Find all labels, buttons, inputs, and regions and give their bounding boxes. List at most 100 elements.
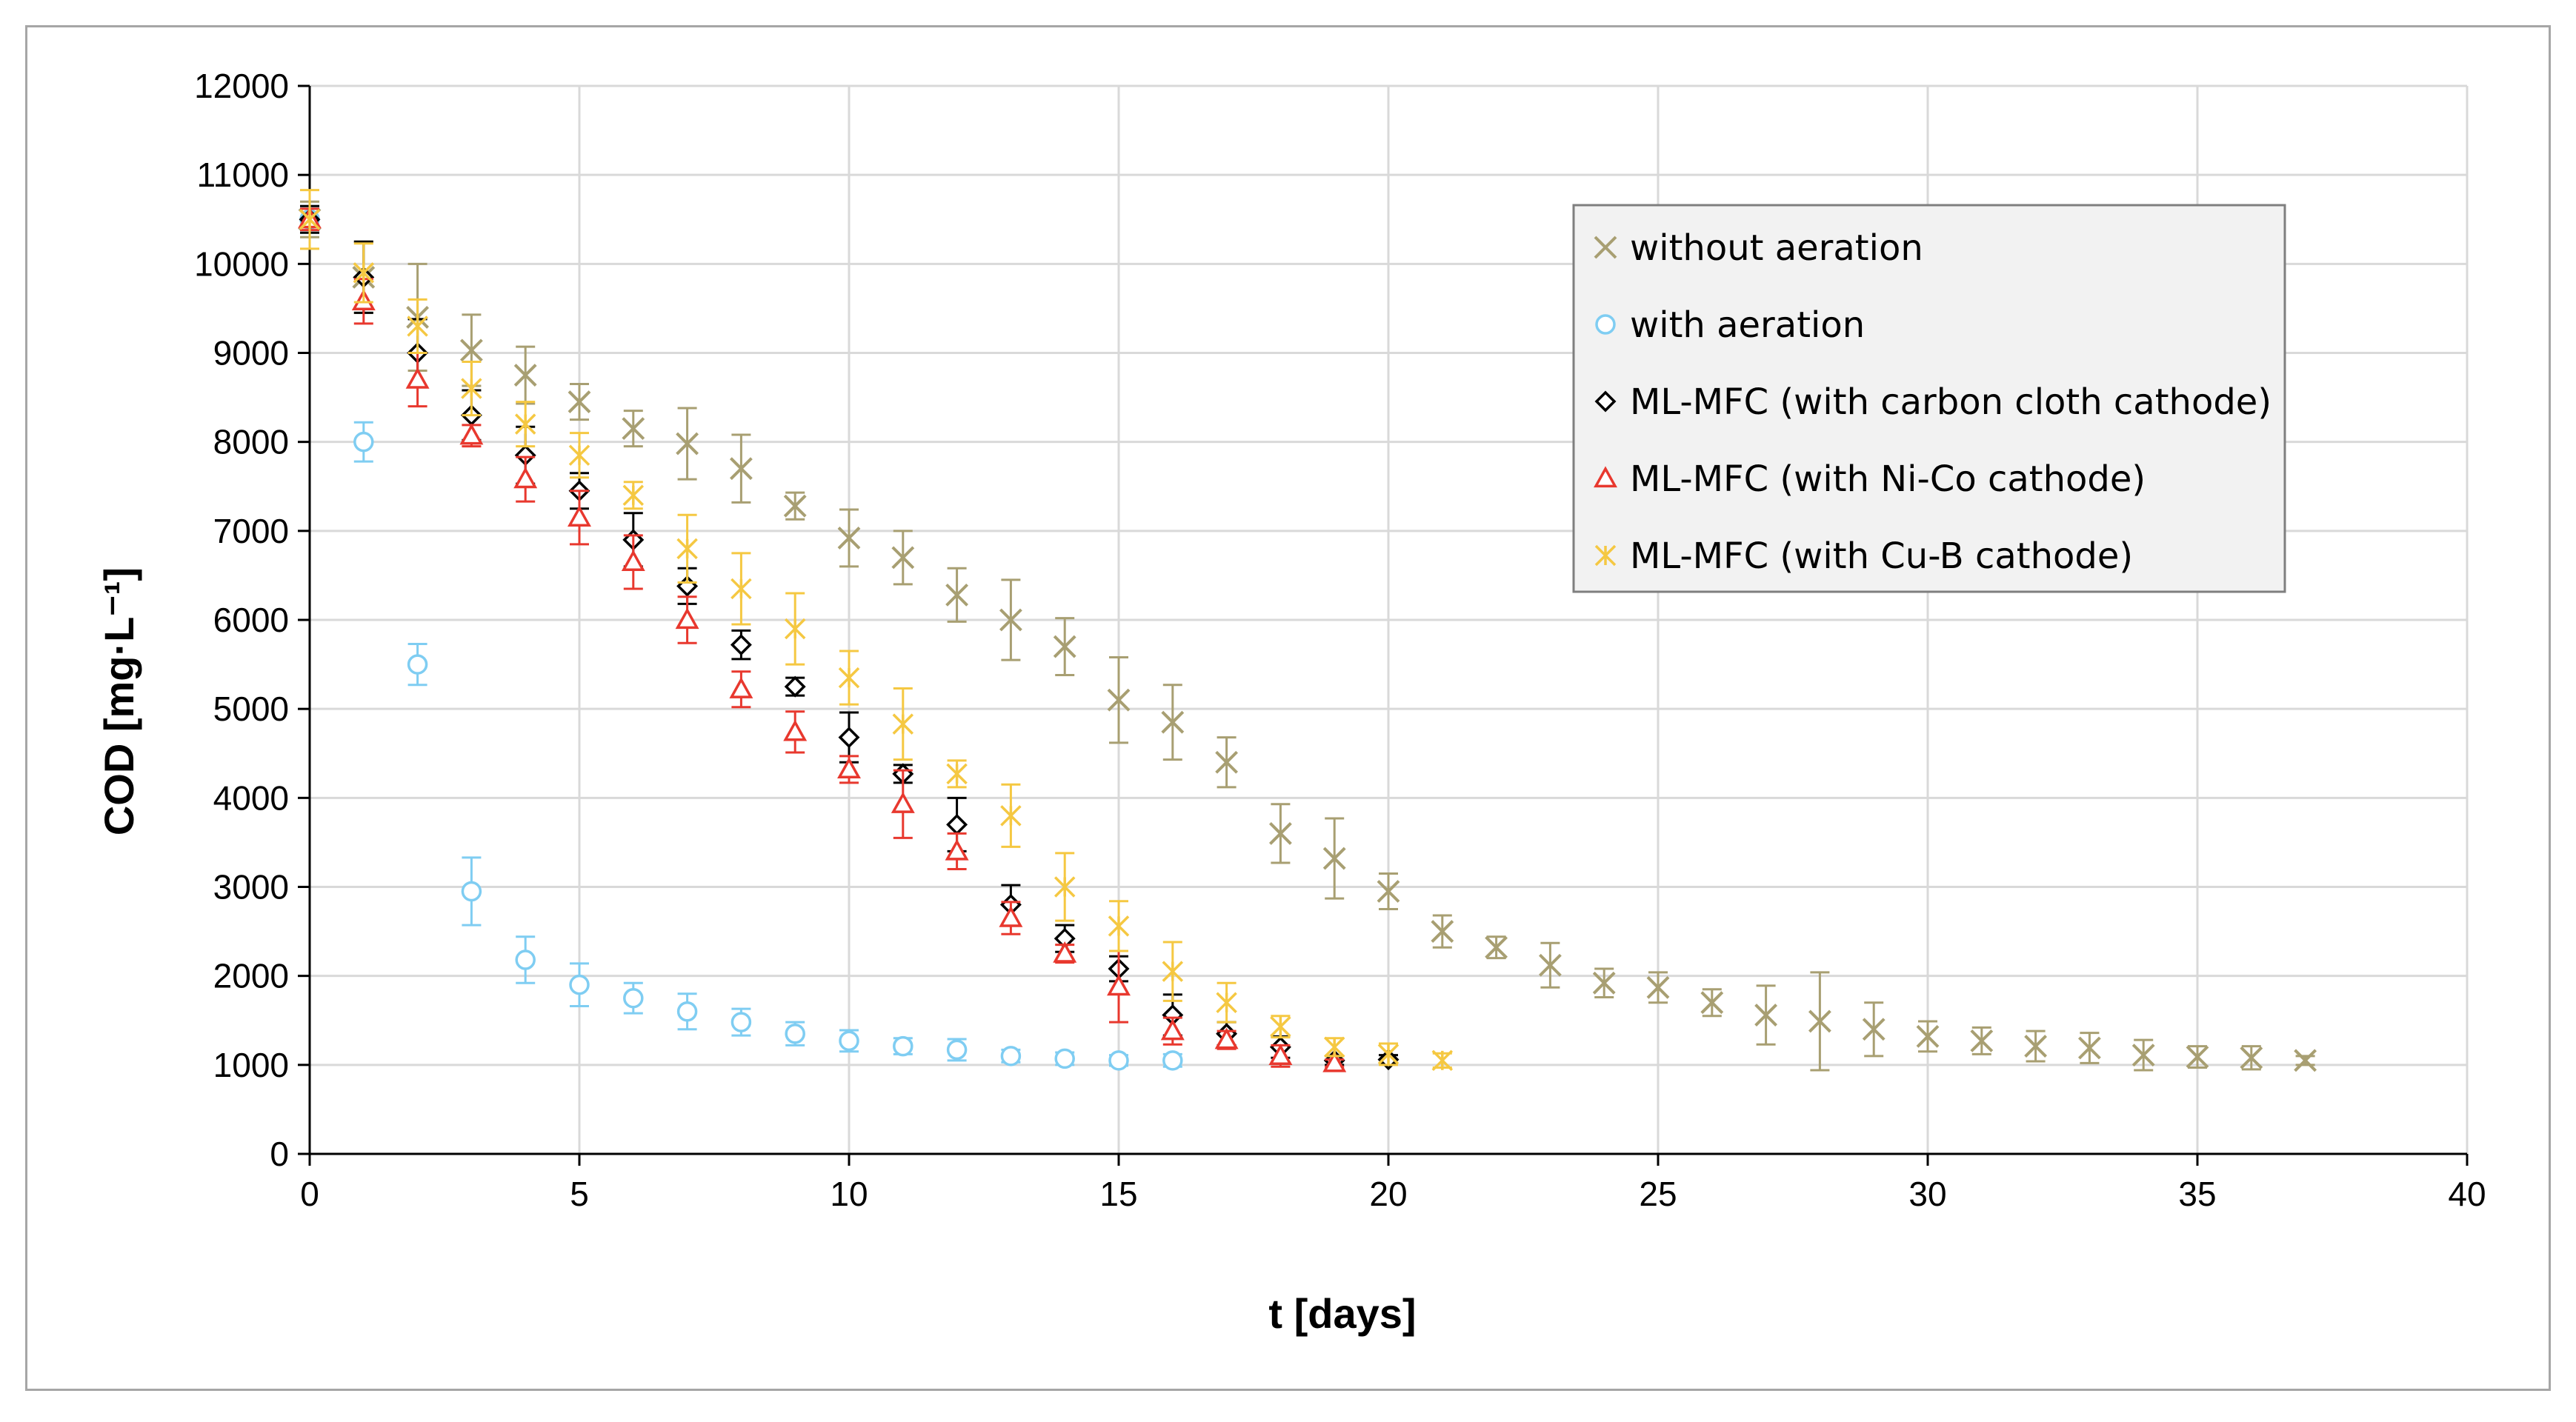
data-point [893, 1035, 913, 1057]
data-point [946, 1039, 968, 1061]
data-point [946, 763, 968, 785]
legend: without aeration with aeration ML-MFC (wit… [1572, 204, 2286, 593]
data-point [784, 618, 806, 640]
data-point [1322, 847, 1346, 870]
x-tick-label: 10 [830, 1175, 868, 1213]
data-point [2186, 1045, 2209, 1069]
data-point [568, 444, 590, 466]
data-point [1646, 975, 1670, 999]
data-point [515, 949, 536, 970]
data-point [729, 677, 753, 698]
data-point [1162, 961, 1184, 982]
y-tick-label: 0 [270, 1135, 289, 1173]
data-point [2077, 1036, 2101, 1060]
data-point [1431, 1049, 1454, 1072]
data-point [1108, 915, 1130, 937]
data-point [1431, 920, 1454, 943]
data-point [2024, 1035, 2048, 1058]
data-point [892, 713, 914, 735]
data-point [622, 417, 645, 441]
data-point [838, 727, 860, 749]
data-point [1162, 1050, 1183, 1071]
data-point [1160, 1018, 1185, 1041]
x-axis-title: t [days] [1268, 1290, 1416, 1337]
x-tick-label: 0 [300, 1175, 319, 1213]
cod-chart: 0100020003000400050006000700080009000100… [96, 67, 2486, 1337]
data-point [621, 550, 645, 572]
data-point [783, 494, 807, 518]
data-point [1108, 1050, 1129, 1071]
x-tick-label: 35 [2178, 1175, 2216, 1213]
data-point [2131, 1044, 2155, 1067]
chart-frame: 0 1000 2000 3000 4000 5000 6000 7000 8000 9000 100… [25, 25, 2551, 1391]
x-tick-label: 5 [570, 1175, 589, 1213]
x-tick-label: 30 [1908, 1175, 1946, 1213]
data-point [1054, 1048, 1075, 1069]
data-point [353, 262, 375, 284]
data-point [999, 608, 1022, 632]
data-point [837, 527, 861, 550]
data-point [461, 378, 482, 399]
data-point [514, 413, 536, 435]
data-point [1053, 941, 1077, 963]
data-point [1592, 971, 1616, 995]
y-tick-label: 6000 [213, 601, 289, 639]
data-point [1377, 1044, 1400, 1065]
data-point [1538, 953, 1562, 977]
y-axis-title: COD [mg·L⁻¹] [96, 567, 142, 835]
data-point [1268, 1044, 1293, 1065]
data-point [407, 654, 428, 675]
data-point [459, 423, 484, 445]
data-point [891, 546, 915, 570]
data-point [299, 209, 321, 230]
data-point [1054, 876, 1076, 898]
legend-marker [1594, 544, 1617, 567]
data-point [1322, 1050, 1347, 1072]
data-point [730, 578, 752, 600]
x-tick-label: 25 [1639, 1175, 1677, 1213]
data-point [676, 538, 698, 560]
y-tick-label: 11000 [196, 156, 289, 194]
data-point [353, 431, 374, 453]
data-point [568, 390, 591, 414]
data-point [1916, 1024, 1940, 1048]
data-point [785, 1024, 805, 1044]
x-tick-label: 15 [1099, 1175, 1137, 1213]
data-point [999, 905, 1023, 927]
data-point [729, 457, 753, 481]
y-tick-label: 1000 [213, 1046, 289, 1084]
data-point [1862, 1018, 1886, 1041]
data-point [783, 719, 808, 741]
data-point [1377, 880, 1400, 903]
x-tick-label: 20 [1369, 1175, 1407, 1213]
data-point [1000, 1046, 1022, 1066]
data-point [569, 974, 590, 995]
series-ml-mfc-with-ni-co-cathode [298, 207, 1347, 1072]
data-point [1754, 1004, 1778, 1027]
y-tick-label: 4000 [213, 778, 289, 817]
data-point [891, 792, 915, 813]
y-tick-label: 7000 [213, 512, 289, 550]
data-point [730, 634, 752, 656]
data-point [513, 364, 537, 387]
data-point [837, 757, 861, 779]
y-tick-label: 8000 [213, 423, 289, 461]
legend-label: without aeration [1630, 227, 1923, 269]
y-tick-label: 5000 [213, 690, 289, 728]
data-point [2294, 1049, 2317, 1072]
data-point [461, 881, 482, 902]
data-point [1700, 991, 1724, 1015]
data-point [945, 838, 969, 861]
data-point [1215, 750, 1239, 774]
data-point [459, 338, 483, 362]
y-tick-label: 12000 [194, 67, 289, 105]
data-point [1970, 1029, 1994, 1052]
legend-label: ML-MFC (with Ni-Co cathode) [1630, 458, 2146, 500]
data-point [513, 467, 538, 489]
data-point [945, 583, 969, 607]
data-point [838, 667, 860, 689]
data-point [1270, 1015, 1291, 1038]
data-point [1808, 1009, 1831, 1033]
data-point [839, 1030, 859, 1052]
y-tick-label: 2000 [213, 957, 289, 995]
